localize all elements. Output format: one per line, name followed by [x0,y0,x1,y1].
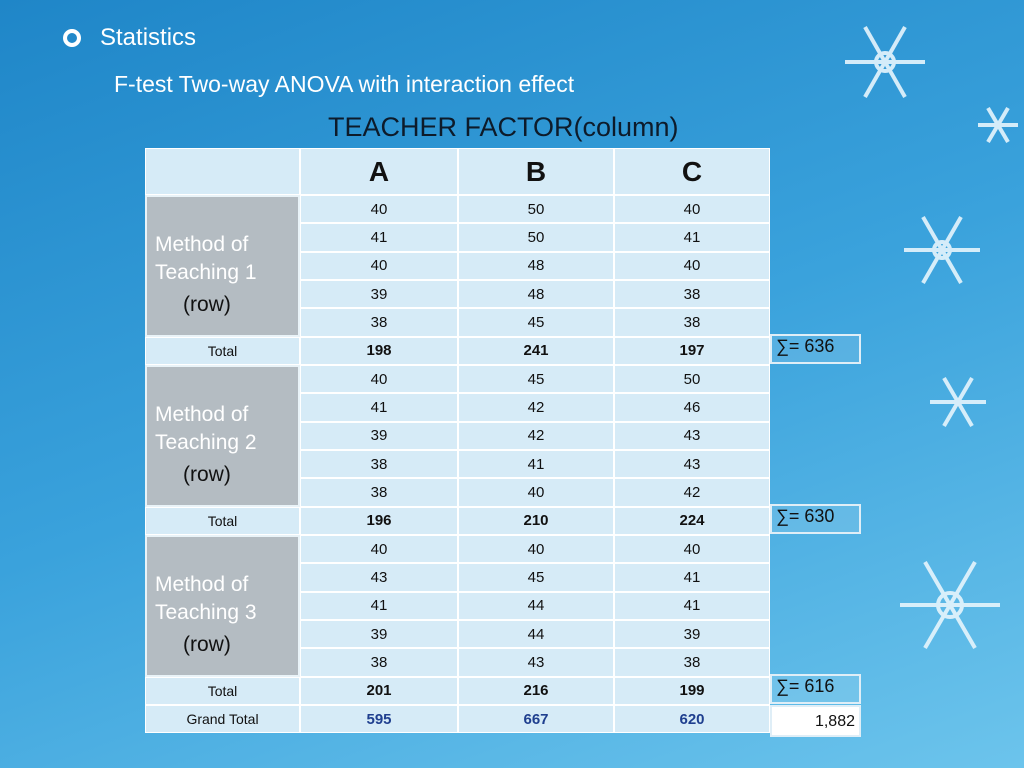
data-cell: 45 [458,563,614,592]
data-cell: 41 [614,591,770,620]
data-cell: 40 [614,251,770,280]
total-cell: 201 [300,676,458,705]
data-cell: 38 [300,648,458,677]
grand-total-cell: 620 [614,704,770,734]
row-label: (row) [183,632,231,656]
data-cell: 41 [300,393,458,422]
data-cell: 38 [614,279,770,309]
data-cell: 46 [614,393,770,422]
grand-overall: 1,882 [770,704,861,738]
label-line: Teaching 1 [155,261,257,284]
subtitle: F-test Two-way ANOVA with interaction ef… [114,71,575,97]
data-cell: 39 [300,619,458,649]
total-cell: 197 [614,336,770,365]
total-label: Total [145,336,300,365]
total-label: Total [145,676,300,705]
label-line: Method of [155,233,249,256]
data-cell: 50 [458,223,614,252]
data-cell: 38 [300,308,458,337]
data-cell: 43 [614,421,770,450]
data-cell: 43 [300,563,458,592]
data-cell: 40 [458,534,614,564]
data-cell: 45 [458,308,614,337]
data-cell: 38 [614,648,770,677]
data-cell: 41 [300,591,458,620]
label-line: Method of [155,402,249,426]
data-cell: 41 [458,449,614,479]
label-line: Method of [155,572,249,596]
column-header: B [458,148,614,195]
total-cell: 216 [458,676,614,705]
total-cell: 210 [458,506,614,535]
data-cell: 40 [300,364,458,394]
label-line: Teaching 2 [155,430,257,454]
total-cell: 198 [300,336,458,365]
data-cell: 42 [614,478,770,507]
grand-total-label: Grand Total [145,704,300,734]
data-cell: 45 [458,364,614,394]
total-cell: 241 [458,336,614,365]
grand-total-cell: 595 [300,704,458,734]
grand-total-cell: 667 [458,704,614,734]
data-cell: 43 [614,449,770,479]
data-cell: 40 [614,534,770,564]
data-cell: 41 [614,563,770,592]
data-cell: 50 [458,195,614,224]
data-cell: 38 [300,449,458,479]
header-corner [145,148,300,195]
data-cell: 44 [458,619,614,649]
column-header: A [300,148,458,195]
data-cell: 44 [458,591,614,620]
data-cell: 40 [300,251,458,280]
data-cell: 40 [614,195,770,224]
data-cell: 48 [458,251,614,280]
data-cell: 41 [614,223,770,252]
data-cell: 38 [614,308,770,337]
data-cell: 50 [614,364,770,394]
group-sum: ∑= 636 [770,333,861,364]
total-label: Total [145,506,300,535]
data-cell: 48 [458,279,614,309]
data-cell: 41 [300,223,458,252]
data-cell: 38 [300,478,458,507]
row-group-label: Method of Teaching 2 (row) [145,364,300,507]
data-cell: 40 [300,195,458,224]
data-cell: 42 [458,421,614,450]
data-cell: 39 [300,421,458,450]
row-label: (row) [183,462,231,486]
data-cell: 40 [300,534,458,564]
data-cell: 40 [458,478,614,507]
group-sum: ∑= 630 [770,503,861,534]
table-title: TEACHER FACTOR(column) [328,112,679,142]
data-cell: 42 [458,393,614,422]
label-line: Teaching 3 [155,600,257,624]
row-label: (row) [183,293,231,316]
total-cell: 199 [614,676,770,705]
data-cell: 39 [300,279,458,309]
data-cell: 39 [614,619,770,649]
row-group-label: Method of Teaching 3 (row) [145,534,300,677]
total-cell: 224 [614,506,770,535]
bullet-icon [63,29,81,47]
column-header: C [614,148,770,195]
row-group-label: Method of Teaching 1 (row) [145,195,300,337]
data-cell: 43 [458,648,614,677]
total-cell: 196 [300,506,458,535]
bullet-text: Statistics [100,24,197,51]
group-sum: ∑= 616 [770,673,861,704]
